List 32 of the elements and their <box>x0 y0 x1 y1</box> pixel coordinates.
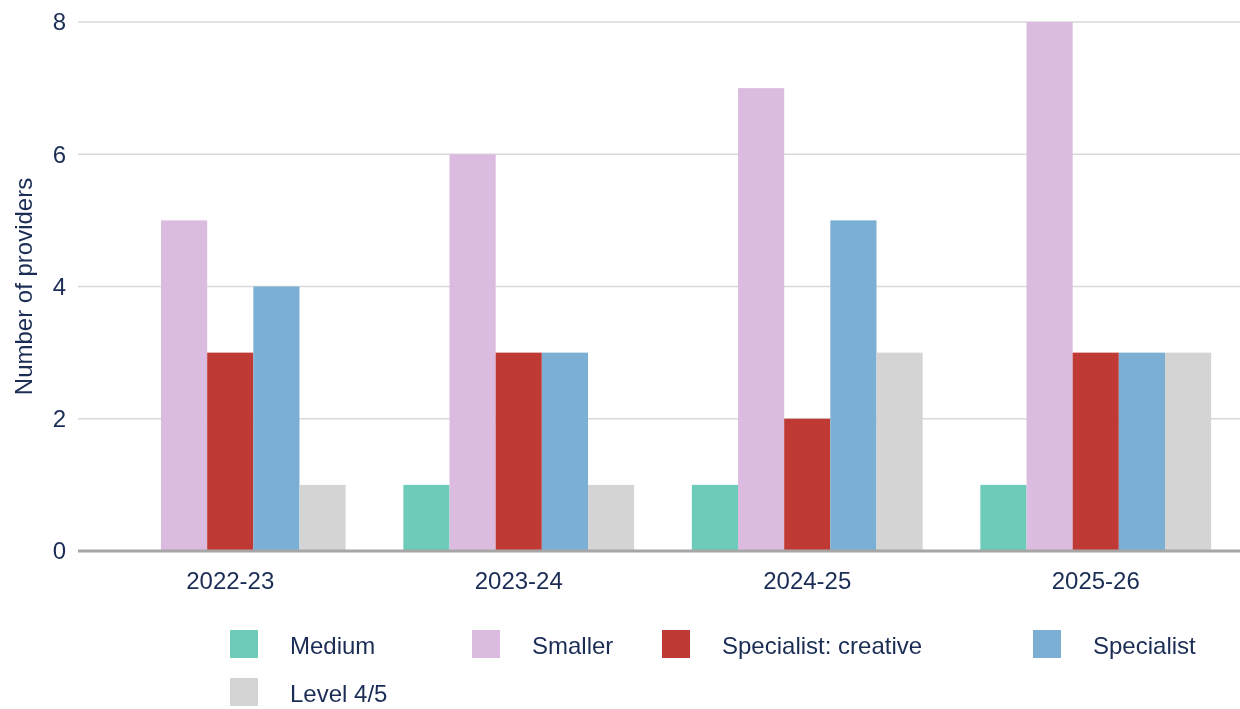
x-tick-label: 2023-24 <box>474 567 563 594</box>
bar <box>1118 352 1165 551</box>
bar <box>1026 22 1073 551</box>
bar <box>587 484 635 551</box>
bar <box>495 352 542 551</box>
bar <box>541 352 588 551</box>
y-tick-label: 4 <box>52 272 66 300</box>
legend-label: Smaller <box>532 632 614 660</box>
bar <box>161 220 208 551</box>
bar <box>738 88 785 551</box>
bar <box>980 484 1027 551</box>
bar <box>830 220 877 551</box>
y-tick-label: 6 <box>52 140 66 168</box>
legend-label: Specialist: creative <box>722 632 923 660</box>
bar <box>1072 352 1119 551</box>
x-tick-label: 2025-26 <box>1051 567 1140 594</box>
bar <box>207 352 254 551</box>
legend-label: Specialist <box>1093 632 1197 660</box>
x-tick-label: 2022-23 <box>186 567 275 594</box>
y-tick-label: 0 <box>52 537 66 565</box>
bar <box>253 286 300 551</box>
bar <box>449 154 496 551</box>
y-tick-label: 8 <box>52 8 66 36</box>
bar <box>691 484 739 551</box>
legend-label: Medium <box>290 632 376 660</box>
x-tick-label: 2024-25 <box>763 567 852 594</box>
legend-label: Level 4/5 <box>290 680 388 708</box>
bar <box>784 418 831 551</box>
bar <box>299 484 346 551</box>
y-axis-title: Number of providers <box>10 177 37 396</box>
y-tick-label: 2 <box>52 405 66 433</box>
bar <box>403 484 450 551</box>
